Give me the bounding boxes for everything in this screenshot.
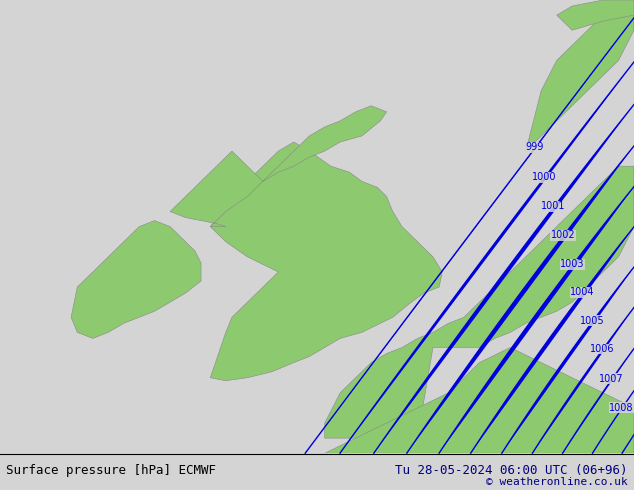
Text: 1006: 1006 [590, 344, 614, 354]
Polygon shape [325, 166, 634, 438]
Text: 999: 999 [526, 142, 544, 152]
Polygon shape [210, 142, 443, 381]
Polygon shape [526, 0, 634, 151]
Text: Tu 28-05-2024 06:00 UTC (06+96): Tu 28-05-2024 06:00 UTC (06+96) [395, 465, 628, 477]
Text: 1003: 1003 [560, 259, 585, 270]
Text: © weatheronline.co.uk: © weatheronline.co.uk [486, 477, 628, 487]
Polygon shape [557, 0, 634, 30]
Text: 1007: 1007 [599, 374, 624, 384]
Text: 1002: 1002 [550, 230, 575, 241]
Text: 1004: 1004 [570, 288, 595, 297]
Polygon shape [325, 347, 634, 453]
Text: Surface pressure [hPa] ECMWF: Surface pressure [hPa] ECMWF [6, 465, 216, 477]
Text: 1005: 1005 [580, 316, 605, 326]
Text: 1001: 1001 [541, 201, 566, 211]
Polygon shape [170, 106, 387, 226]
Text: 1008: 1008 [609, 403, 633, 413]
Polygon shape [71, 220, 201, 339]
Text: 1000: 1000 [532, 172, 556, 182]
